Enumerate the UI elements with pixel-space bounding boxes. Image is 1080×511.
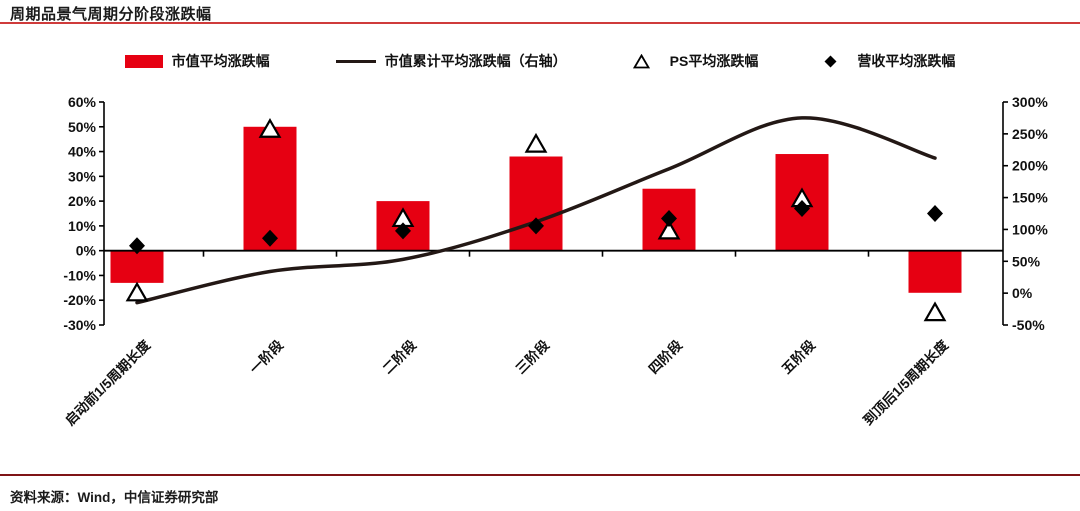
legend-item-marketcap-bar: 市值平均涨跌幅: [124, 51, 270, 71]
legend-item-cumulative-line: 市值累计平均涨跌幅（右轴）: [335, 51, 567, 71]
x-category-label: 二阶段: [379, 336, 419, 376]
left-axis-tick-label: -30%: [63, 317, 96, 333]
open-triangle-icon: [632, 53, 650, 68]
left-axis-tick-label: 10%: [68, 218, 97, 234]
right-axis-tick-label: 200%: [1012, 158, 1048, 174]
ps-triangle-marker: [923, 301, 947, 322]
revenue-diamond-marker: [661, 209, 677, 227]
line-swatch-icon: [335, 59, 376, 63]
legend-label: 营收平均涨跌幅: [857, 53, 956, 69]
bar: [908, 250, 962, 293]
revenue-diamond-marker: [794, 200, 810, 218]
right-axis-tick-label: 300%: [1012, 94, 1048, 110]
revenue-diamond-marker: [395, 222, 411, 240]
figure-title: 周期品景气周期分阶段涨跌幅: [10, 6, 212, 23]
ps-triangle-marker: [258, 118, 282, 138]
x-category-label: 一阶段: [246, 336, 286, 376]
right-axis-tick-label: 0%: [1012, 285, 1033, 301]
x-category-label: 四阶段: [645, 336, 685, 376]
x-category-label: 到顶后1/5周期长度: [860, 336, 952, 428]
legend-label: PS平均涨跌幅: [669, 53, 759, 69]
filled-diamond-icon: [824, 55, 837, 67]
x-category-label: 启动前1/5周期长度: [62, 336, 154, 428]
right-axis-tick-label: 50%: [1012, 253, 1041, 269]
source-note: 资料来源：Wind，中信证券研究部: [10, 490, 219, 505]
ps-triangle-marker: [524, 132, 548, 153]
legend: 市值平均涨跌幅 市值累计平均涨跌幅（右轴） PS平均涨跌幅 营收平均涨跌幅: [0, 51, 1080, 71]
legend-item-revenue: 营收平均涨跌幅: [824, 51, 955, 71]
title-divider: [0, 22, 1080, 24]
right-axis-tick-label: 100%: [1012, 221, 1048, 237]
x-category-label: 三阶段: [512, 336, 552, 376]
left-axis-tick-label: 40%: [68, 144, 97, 160]
left-axis-tick-label: 0%: [76, 243, 97, 259]
left-axis-tick-label: 60%: [68, 94, 97, 110]
ps-triangle-marker: [125, 281, 149, 302]
ps-triangle-marker: [657, 219, 681, 240]
revenue-diamond-marker: [129, 237, 145, 255]
left-axis-tick-label: 50%: [68, 119, 97, 135]
legend-item-ps: PS平均涨跌幅: [632, 51, 759, 71]
revenue-diamond-marker: [927, 205, 943, 222]
left-axis-tick-label: 20%: [68, 193, 97, 209]
bar: [509, 156, 563, 251]
revenue-diamond-marker: [262, 229, 278, 247]
legend-label: 市值平均涨跌幅: [171, 53, 270, 69]
footer-divider: [0, 474, 1080, 476]
right-axis-tick-label: 150%: [1012, 190, 1048, 206]
x-category-label: 五阶段: [778, 336, 818, 376]
right-axis-tick-label: 250%: [1012, 126, 1048, 142]
left-axis-tick-label: 30%: [68, 168, 97, 184]
right-axis-tick-label: -50%: [1012, 317, 1045, 333]
legend-label: 市值累计平均涨跌幅（右轴）: [384, 53, 567, 69]
bar-swatch-icon: [124, 54, 163, 68]
left-axis-tick-label: -20%: [63, 292, 96, 308]
bar: [110, 250, 164, 283]
revenue-diamond-marker: [528, 217, 544, 235]
left-axis-tick-label: -10%: [63, 267, 96, 283]
